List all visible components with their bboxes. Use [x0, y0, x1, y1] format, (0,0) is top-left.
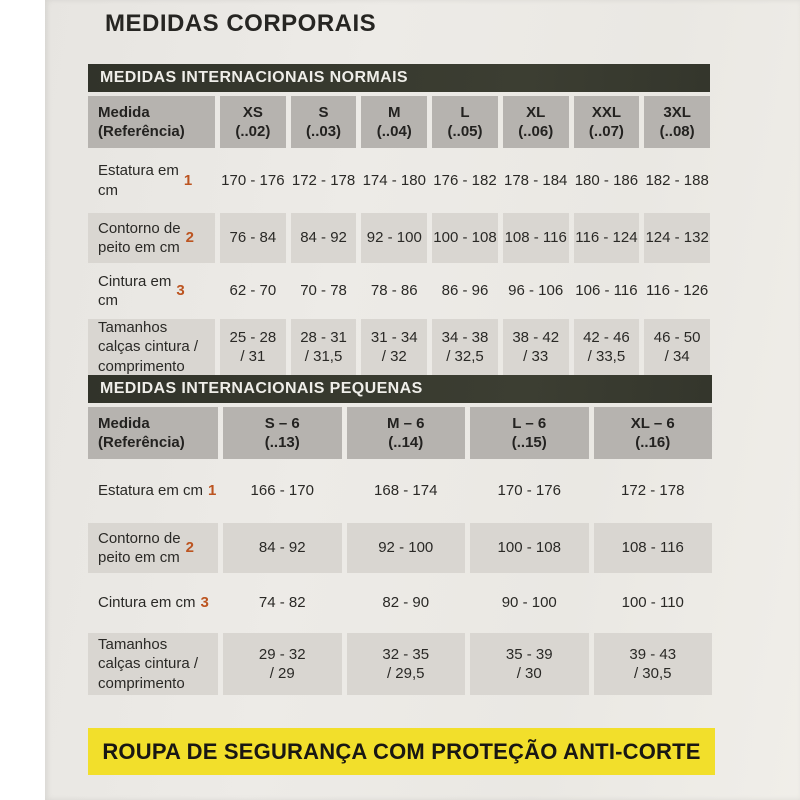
cell-value: 176 - 182: [433, 171, 497, 189]
cell-value: 31 - 34 / 32: [361, 319, 428, 375]
cell-value: 84 - 92: [223, 523, 342, 573]
row-label-tamanhos-calcas: Tamanhos calças cintura / comprimento: [88, 319, 215, 375]
column-header-xl6: XL – 6 (..16): [593, 407, 712, 459]
row-label-estatura: Estatura em cm 1: [88, 467, 218, 515]
cell-value: 96 - 106: [508, 282, 564, 300]
cell-value: 172 - 178: [621, 482, 685, 500]
footnote-number: 1: [208, 482, 217, 500]
cell-value: 74 - 82: [258, 594, 306, 612]
column-header-3xl: 3XL (..08): [644, 96, 710, 148]
table-pequenas-grid: Medida (Referência) S – 6 (..13) M – 6 (…: [88, 407, 712, 695]
row-label-cintura: Cintura em cm 3: [88, 269, 215, 313]
column-header-xs: XS (..02): [220, 96, 286, 148]
column-header-xxl: XXL (..07): [573, 96, 640, 148]
table-normais: MEDIDAS INTERNACIONAIS NORMAIS Medida (R…: [88, 64, 710, 375]
cell-value: 29 - 32 / 29: [223, 633, 342, 695]
cell-value: 76 - 84: [220, 213, 286, 263]
cell-value: 180 - 186: [574, 171, 639, 189]
column-header-l6: L – 6 (..15): [470, 407, 589, 459]
safety-banner-text: ROUPA DE SEGURANÇA COM PROTEÇÃO ANTI-COR…: [102, 738, 701, 764]
cell-value: 100 - 108: [470, 523, 589, 573]
cell-value: 86 - 96: [441, 282, 489, 300]
cell-value: 34 - 38 / 32,5: [432, 319, 498, 375]
cell-value: 42 - 46 / 33,5: [573, 319, 640, 375]
cell-value: 116 - 124: [573, 213, 640, 263]
footnote-number: 2: [185, 229, 194, 247]
row-label-text: Tamanhos calças cintura / comprimento: [98, 636, 199, 692]
section-title: MEDIDAS INTERNACIONAIS PEQUENAS: [100, 380, 423, 397]
cell-value: 166 - 170: [250, 482, 314, 500]
cell-value: 82 - 90: [382, 594, 430, 612]
cell-value: 108 - 116: [502, 213, 569, 263]
row-label-text: Tamanhos calças cintura / comprimento: [98, 319, 199, 375]
ref-column-header: Medida (Referência): [88, 407, 218, 459]
cell-value: 92 - 100: [346, 523, 465, 573]
cell-value: 172 - 178: [291, 171, 356, 189]
cell-value: 62 - 70: [229, 282, 277, 300]
cell-value: 32 - 35 / 29,5: [346, 633, 465, 695]
cell-value: 39 - 43 / 30,5: [593, 633, 712, 695]
cell-value: 178 - 184: [504, 171, 568, 189]
cell-value: 90 - 100: [501, 594, 557, 612]
cell-value: 84 - 92: [290, 213, 357, 263]
footnote-number: 3: [200, 594, 209, 612]
cell-value: 78 - 86: [370, 282, 418, 300]
table-pequenas: MEDIDAS INTERNACIONAIS PEQUENAS Medida (…: [88, 375, 712, 695]
row-label-text: Estatura em cm: [98, 162, 179, 199]
section-bar-pequenas: MEDIDAS INTERNACIONAIS PEQUENAS: [88, 375, 712, 403]
row-label-estatura: Estatura em cm 1: [88, 154, 215, 207]
column-header-m: M (..04): [361, 96, 428, 148]
cell-value: 116 - 126: [646, 282, 709, 300]
footnote-number: 1: [183, 171, 193, 189]
cell-value: 38 - 42 / 33: [502, 319, 569, 375]
section-bar-normais: MEDIDAS INTERNACIONAIS NORMAIS: [88, 64, 710, 92]
row-label-text: Contorno de peito em cm: [98, 529, 181, 566]
cell-value: 100 - 110: [621, 594, 684, 612]
row-label-contorno-peito: Contorno de peito em cm 2: [88, 523, 218, 573]
section-title: MEDIDAS INTERNACIONAIS NORMAIS: [100, 69, 409, 86]
cell-value: 168 - 174: [374, 482, 438, 500]
cell-value: 25 - 28 / 31: [220, 319, 286, 375]
ref-column-header: Medida (Referência): [88, 96, 215, 148]
footnote-number: 3: [176, 282, 185, 300]
cell-value: 124 - 132: [644, 213, 710, 263]
cell-value: 106 - 116: [575, 282, 638, 300]
column-header-s6: S – 6 (..13): [223, 407, 342, 459]
column-header-s: S (..03): [290, 96, 357, 148]
footnote-number: 2: [185, 539, 194, 557]
cell-value: 170 - 176: [497, 482, 561, 500]
cell-value: 170 - 176: [221, 171, 285, 189]
column-header-m6: M – 6 (..14): [346, 407, 465, 459]
safety-banner: ROUPA DE SEGURANÇA COM PROTEÇÃO ANTI-COR…: [88, 728, 715, 775]
cell-value: 28 - 31 / 31,5: [290, 319, 357, 375]
cell-value: 100 - 108: [432, 213, 498, 263]
column-header-xl: XL (..06): [502, 96, 569, 148]
row-label-tamanhos-calcas: Tamanhos calças cintura / comprimento: [88, 633, 218, 695]
page-title: MEDIDAS CORPORAIS: [105, 10, 377, 37]
cell-value: 35 - 39 / 30: [470, 633, 589, 695]
cell-value: 70 - 78: [300, 282, 347, 300]
table-normais-grid: Medida (Referência) XS (..02) S (..03) M…: [88, 96, 710, 375]
row-label-text: Cintura em cm: [98, 594, 196, 612]
cell-value: 46 - 50 / 34: [644, 319, 710, 375]
cell-value: 108 - 116: [593, 523, 712, 573]
row-label-contorno-peito: Contorno de peito em cm 2: [88, 213, 215, 263]
cell-value: 182 - 188: [645, 171, 709, 189]
row-label-text: Cintura em cm: [98, 272, 172, 309]
cell-value: 174 - 180: [362, 171, 426, 189]
row-label-cintura: Cintura em cm 3: [88, 581, 218, 625]
paper-page: MEDIDAS CORPORAIS MEDIDAS INTERNACIONAIS…: [45, 0, 800, 800]
column-header-l: L (..05): [432, 96, 498, 148]
row-label-text: Contorno de peito em cm: [98, 219, 181, 256]
cell-value: 92 - 100: [361, 213, 428, 263]
row-label-text: Estatura em cm: [98, 482, 204, 500]
